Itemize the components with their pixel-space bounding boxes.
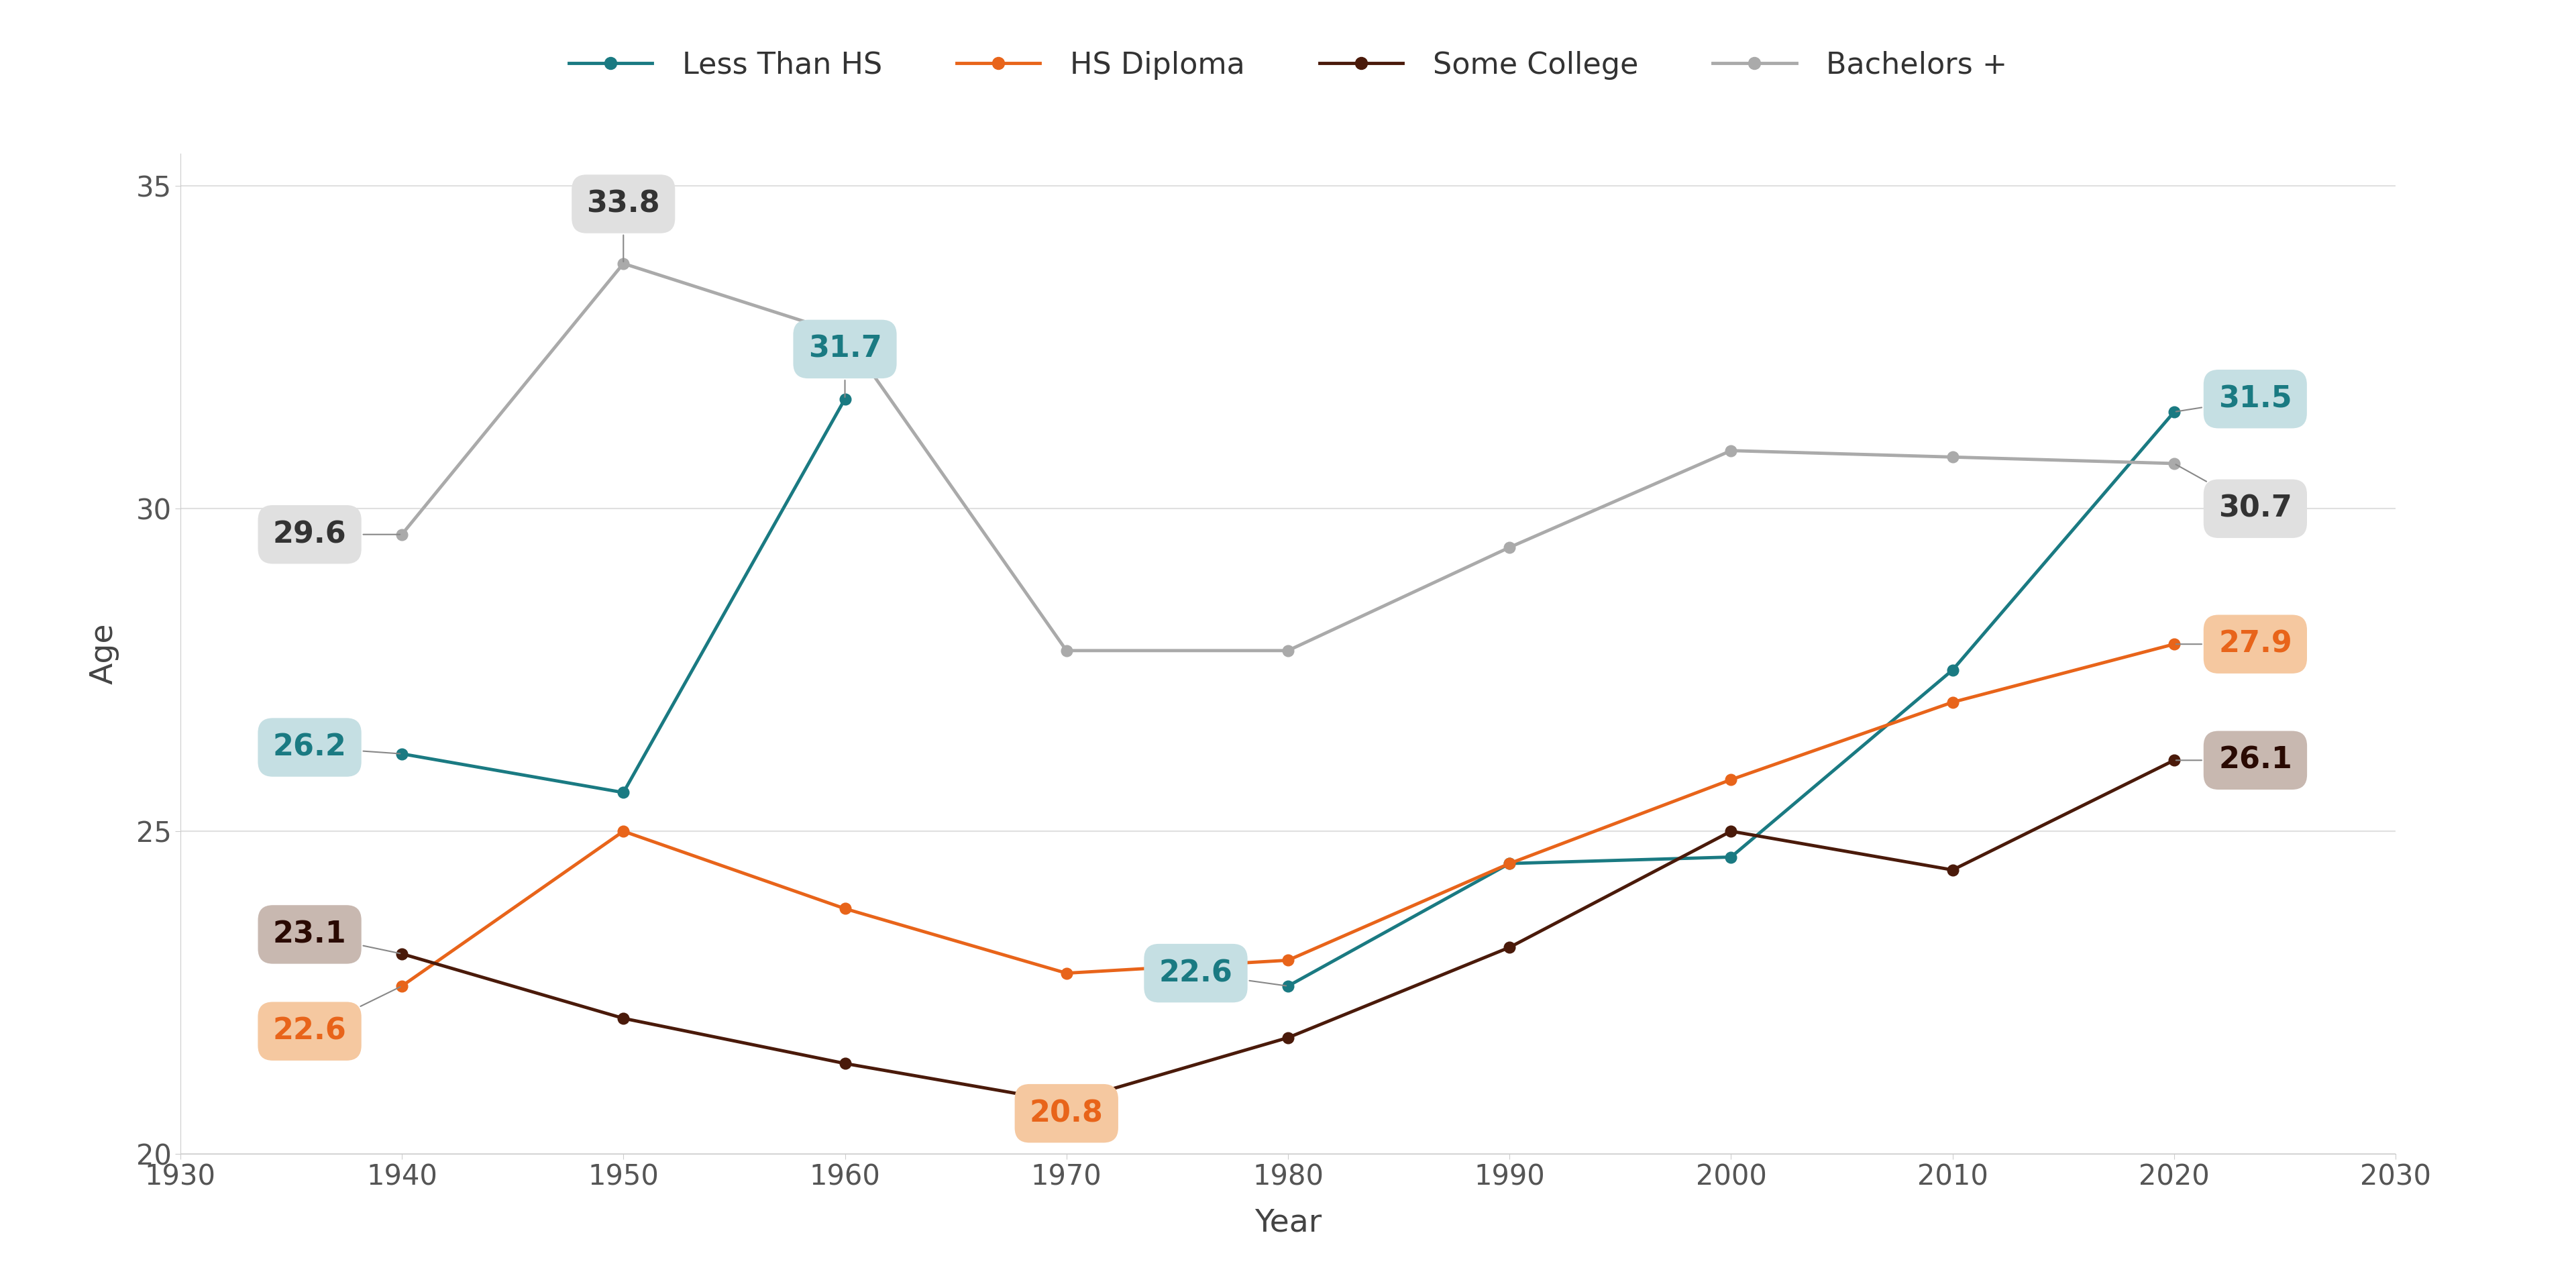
X-axis label: Year: Year [1255, 1208, 1321, 1238]
Legend: Less Than HS, HS Diploma, Some College, Bachelors +: Less Than HS, HS Diploma, Some College, … [556, 38, 2020, 91]
Text: 20.8: 20.8 [1030, 1099, 1103, 1128]
Text: 27.9: 27.9 [2177, 629, 2293, 659]
Y-axis label: Age: Age [90, 623, 118, 685]
Text: 29.6: 29.6 [273, 520, 399, 549]
Text: 31.7: 31.7 [809, 335, 881, 397]
Text: 26.1: 26.1 [2177, 746, 2293, 774]
Text: 33.8: 33.8 [587, 190, 659, 262]
Text: 30.7: 30.7 [2177, 464, 2293, 523]
Text: 23.1: 23.1 [273, 920, 399, 954]
Text: 26.2: 26.2 [273, 733, 399, 762]
Text: 22.6: 22.6 [273, 987, 399, 1046]
Text: 31.5: 31.5 [2177, 385, 2293, 413]
Text: 22.6: 22.6 [1159, 959, 1285, 987]
